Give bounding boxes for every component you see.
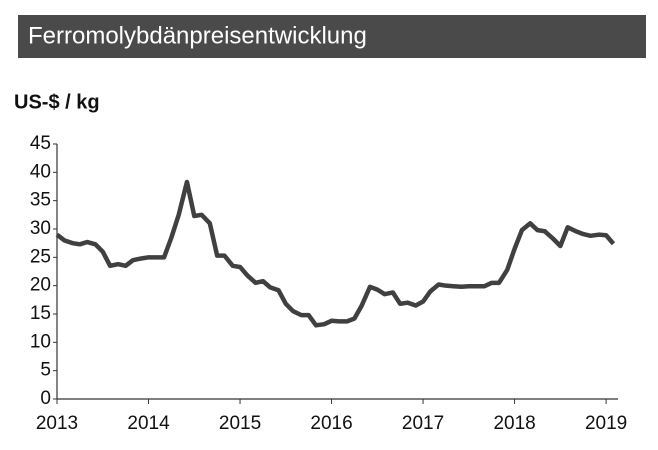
y-tick-label: 40 <box>30 161 51 182</box>
y-tick-label: 10 <box>30 331 51 352</box>
data-line <box>55 179 616 328</box>
y-tick-label: 0 <box>40 388 51 409</box>
y-tick-label: 30 <box>30 218 51 239</box>
x-tick-label: 2014 <box>127 413 170 434</box>
x-tick-label: 2018 <box>493 413 535 434</box>
x-tick-label: 2015 <box>219 413 261 434</box>
y-tick-label: 15 <box>30 303 51 324</box>
title-bar <box>18 15 646 58</box>
x-tick-label: 2013 <box>36 413 78 434</box>
y-tick-label: 5 <box>40 360 51 381</box>
y-tick-label: 35 <box>30 190 51 211</box>
x-tick-label: 2017 <box>402 413 444 434</box>
chart-title: Ferromolybdänpreisentwicklung <box>28 22 367 49</box>
y-tick-label: 20 <box>30 275 51 296</box>
y-tick-label: 45 <box>30 133 51 154</box>
y-axis-label: US-$ / kg <box>14 91 100 113</box>
x-tick-label: 2016 <box>310 413 352 434</box>
y-tick-label: 25 <box>30 246 51 267</box>
x-tick-label: 2019 <box>585 413 627 434</box>
